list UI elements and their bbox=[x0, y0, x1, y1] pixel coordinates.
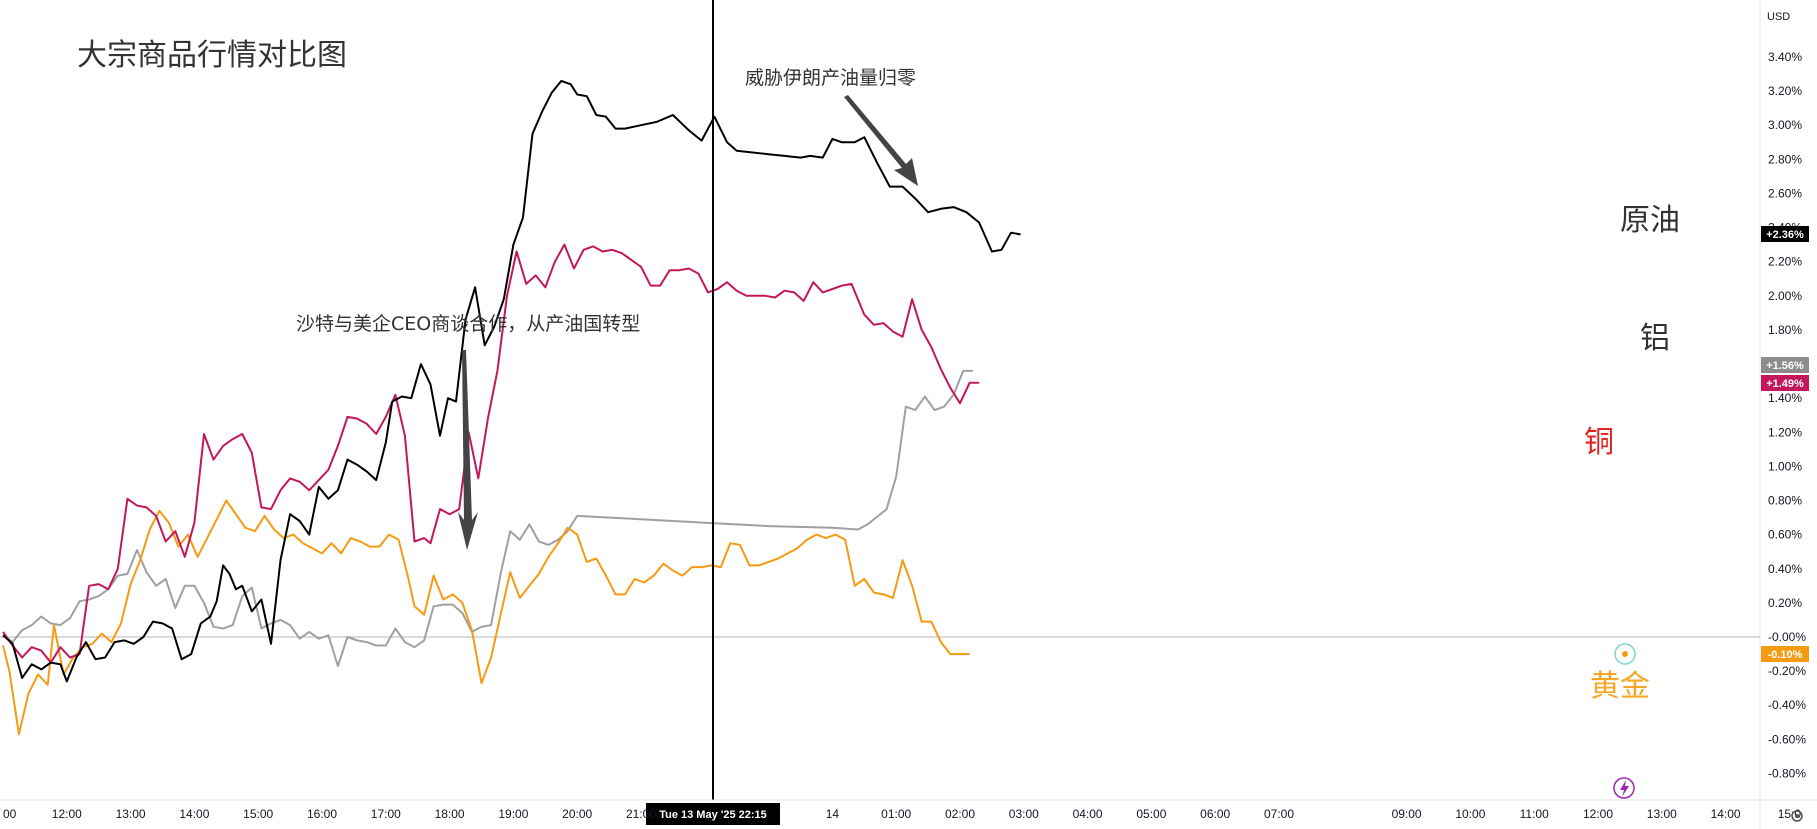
y-tick-label: 2.00% bbox=[1768, 289, 1802, 303]
y-tick-label: 1.00% bbox=[1768, 459, 1802, 473]
x-tick-label: 19:00 bbox=[498, 807, 528, 821]
annotation-saudi: 沙特与美企CEO商谈合作，从产油国转型 bbox=[296, 313, 640, 335]
x-tick-label: 13:00 bbox=[116, 807, 146, 821]
y-tick-label: 3.20% bbox=[1768, 84, 1802, 98]
x-tick-label: 14:00 bbox=[1711, 807, 1741, 821]
x-tick-label: 14 bbox=[826, 807, 840, 821]
label-gold: 黄金 bbox=[1590, 669, 1650, 704]
y-tick-label: 3.00% bbox=[1768, 118, 1802, 132]
x-tick-label: 15:00 bbox=[243, 807, 273, 821]
x-tick-label: 02:00 bbox=[945, 807, 975, 821]
x-tick-label: 03:00 bbox=[1009, 807, 1039, 821]
badge-crude bbox=[1761, 226, 1809, 242]
y-axis[interactable]: 3.40%3.20%3.00%2.80%2.60%2.40%2.20%2.00%… bbox=[1759, 0, 1806, 829]
x-tick-label: 14:00 bbox=[179, 807, 209, 821]
x-tick-label: 04:00 bbox=[1073, 807, 1103, 821]
x-tick-label: 16:00 bbox=[307, 807, 337, 821]
series-line-gold bbox=[2, 499, 970, 736]
chart-title: 大宗商品行情对比图 bbox=[77, 38, 347, 73]
y-tick-label: -0.60% bbox=[1768, 732, 1806, 746]
y-tick-label: 2.20% bbox=[1768, 255, 1802, 269]
y-tick-label: 1.20% bbox=[1768, 425, 1802, 439]
badge-aluminum bbox=[1761, 357, 1809, 373]
y-tick-label: -0.80% bbox=[1768, 766, 1806, 780]
settings-gear-icon[interactable] bbox=[1791, 810, 1803, 822]
label-crude: 原油 bbox=[1620, 203, 1680, 238]
x-tick-label: 12:00 bbox=[52, 807, 82, 821]
lightning-icon[interactable] bbox=[1613, 777, 1635, 799]
series-line-aluminum bbox=[2, 369, 973, 667]
y-tick-label: 2.60% bbox=[1768, 186, 1802, 200]
x-tick-label: 21:00 bbox=[626, 807, 656, 821]
last-value-badges: +2.36% +1.56% +1.49% -0.10% bbox=[1761, 226, 1809, 662]
arrow-iran bbox=[844, 95, 918, 186]
badge-text-copper: +1.49% bbox=[1766, 378, 1804, 390]
y-tick-label: -0.00% bbox=[1768, 630, 1806, 644]
y-tick-label: 1.80% bbox=[1768, 323, 1802, 337]
badge-copper bbox=[1761, 375, 1809, 391]
x-tick-label: 00 bbox=[3, 807, 17, 821]
x-tick-label: 10:00 bbox=[1455, 807, 1485, 821]
annotation-iran: 威胁伊朗产油量归零 bbox=[745, 67, 916, 89]
y-tick-label: 2.80% bbox=[1768, 152, 1802, 166]
badge-text-aluminum: +1.56% bbox=[1766, 360, 1804, 372]
x-tick-label: 13:00 bbox=[1647, 807, 1677, 821]
currency-button[interactable]: USD bbox=[1767, 11, 1790, 23]
y-tick-label: -0.40% bbox=[1768, 698, 1806, 712]
x-tick-label: 01:00 bbox=[881, 807, 911, 821]
arrow-saudi bbox=[458, 350, 478, 550]
x-axis[interactable]: 00 12:00 13:00 14:00 15:00 16:00 17:00 18:00 19:… bbox=[0, 799, 1817, 821]
series-lines bbox=[2, 79, 1021, 736]
badge-text-gold: -0.10% bbox=[1768, 649, 1803, 661]
crosshair-label: Tue 13 May '25 22:15 bbox=[659, 809, 767, 821]
y-tick-label: -0.20% bbox=[1768, 664, 1806, 678]
x-tick-label: 20:00 bbox=[562, 807, 592, 821]
x-tick-label: 05:00 bbox=[1136, 807, 1166, 821]
x-tick-label: 11:00 bbox=[1520, 807, 1549, 821]
crosshair-label-bg bbox=[646, 803, 780, 825]
x-tick-label: 07:00 bbox=[1264, 807, 1294, 821]
annotation-arrows bbox=[458, 95, 918, 550]
y-tick-label: 3.40% bbox=[1768, 50, 1802, 64]
y-tick-label: 1.40% bbox=[1768, 391, 1802, 405]
x-tick-label: 17:00 bbox=[371, 807, 401, 821]
x-tick-label: 12:00 bbox=[1583, 807, 1613, 821]
y-tick-label: 0.40% bbox=[1768, 562, 1802, 576]
gold-end-marker bbox=[1614, 643, 1636, 665]
x-tick-label: 15:0 bbox=[1778, 807, 1802, 821]
series-line-crude bbox=[2, 79, 1021, 683]
label-copper: 铜 bbox=[1584, 425, 1614, 460]
series-line-copper bbox=[2, 243, 980, 664]
label-aluminum: 铝 bbox=[1640, 321, 1670, 356]
x-tick-label: 06:00 bbox=[1200, 807, 1230, 821]
y-tick-label: 0.20% bbox=[1768, 596, 1802, 610]
badge-gold bbox=[1761, 646, 1809, 662]
crosshair: Tue 13 May '25 22:15 bbox=[646, 0, 780, 825]
badge-text-crude: +2.36% bbox=[1766, 229, 1804, 241]
y-tick-label: 0.60% bbox=[1768, 528, 1802, 542]
x-tick-label: 18:00 bbox=[435, 807, 465, 821]
x-tick-label: 09:00 bbox=[1392, 807, 1422, 821]
y-tick-label: 0.80% bbox=[1768, 494, 1802, 508]
